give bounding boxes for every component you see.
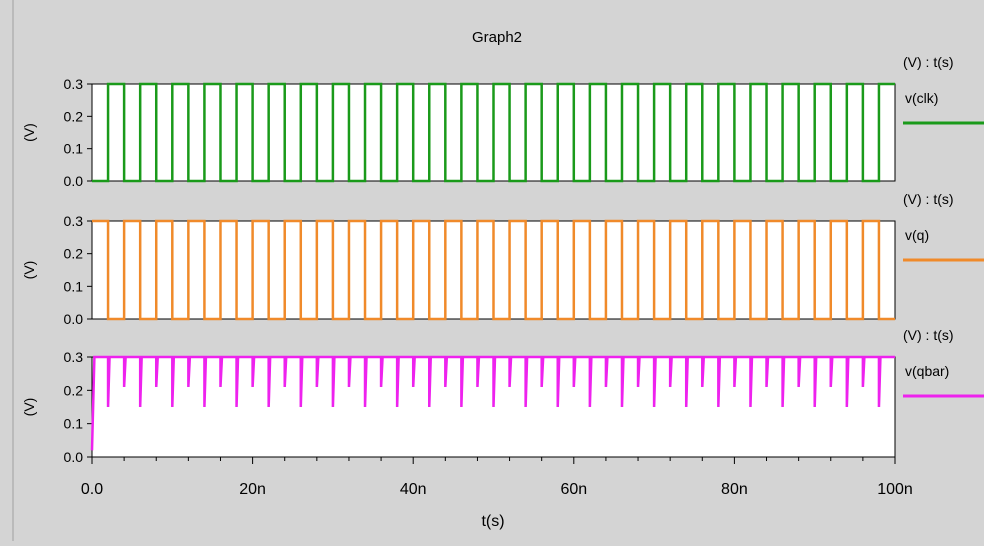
x-tick-label: 40n [400, 481, 427, 498]
y-axis-label: (V) [21, 261, 37, 280]
y-tick-label: 0.3 [64, 76, 84, 92]
x-axis: 0.0 20n 40n 60n 80n 100n [81, 457, 913, 498]
x-tick-label: 60n [560, 481, 587, 498]
y-tick-label: 0.1 [64, 416, 84, 432]
y-tick-label: 0.2 [64, 382, 84, 398]
y-tick-label: 0.0 [64, 173, 84, 189]
y-tick-label: 0.0 [64, 449, 84, 465]
x-tick-label: 80n [721, 481, 748, 498]
graph-title: Graph2 [472, 29, 522, 46]
y-tick-label: 0.2 [64, 108, 84, 124]
y-tick-label: 0.1 [64, 278, 84, 294]
legend-entry: v(q) [905, 227, 929, 243]
y-tick-label: 0.1 [64, 141, 84, 157]
y-axis-label: (V) [21, 398, 37, 417]
unit-label: (V) : t(s) [903, 54, 954, 70]
unit-label: (V) : t(s) [903, 327, 954, 343]
waveform-vqbar [90, 355, 895, 451]
y-tick-label: 0.0 [64, 311, 84, 327]
waveform-vclk [92, 82, 895, 183]
unit-label: (V) : t(s) [903, 191, 954, 207]
x-tick-label: 100n [877, 481, 913, 498]
plot-panel-2: 0.0 0.1 0.2 0.3 (V) (V) : t(s) v(q) [21, 191, 984, 327]
legend-entry: v(clk) [905, 90, 938, 106]
y-tick-label: 0.3 [64, 349, 84, 365]
x-tick-label: 0.0 [81, 481, 103, 498]
y-tick-label: 0.3 [64, 213, 84, 229]
y-tick-label: 0.2 [64, 246, 84, 262]
x-axis-label: t(s) [481, 513, 504, 530]
y-axis-label: (V) [21, 123, 37, 142]
legend-entry: v(qbar) [905, 363, 949, 379]
x-tick-label: 20n [239, 481, 266, 498]
plot-panel-1: 0.0 0.1 0.2 0.3 (V) (V) : t(s) v(clk) [21, 54, 984, 189]
plot-panel-3: 0.0 0.1 0.2 0.3 (V) (V) : t(s) v(qbar) [21, 327, 984, 465]
plot-panels: 0.0 0.1 0.2 0.3 (V) (V) : t(s) v(clk) 0.0 0.1 0.2… [21, 54, 984, 465]
waveform-vq [92, 219, 895, 321]
